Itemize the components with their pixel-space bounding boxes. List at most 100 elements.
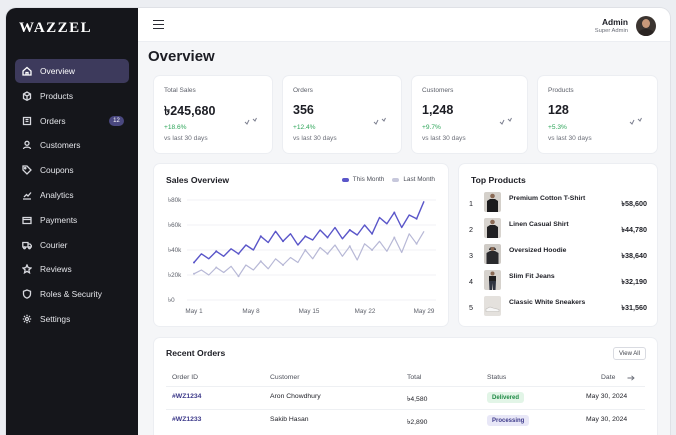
product-rank: 3 (469, 251, 473, 260)
sidebar-item-roles-security[interactable]: Roles & Security (15, 282, 129, 306)
x-tick-label: May 8 (242, 308, 260, 315)
product-rank: 2 (469, 225, 473, 234)
product-name: Classic White Sneakers (509, 299, 586, 306)
sidebar-item-label: Courier (40, 239, 68, 250)
product-name: Oversized Hoodie (509, 247, 567, 254)
column-header-customer[interactable]: Customer (270, 374, 300, 381)
sidebar-item-orders[interactable]: Orders 12 (15, 109, 129, 133)
y-tick-label: ৳80k (168, 197, 182, 204)
legend-item-last-month[interactable]: Last Month (392, 176, 435, 183)
stat-card-orders: Orders 356 +12.4% vs last 30 days (283, 76, 401, 153)
recent-orders-title: Recent Orders (166, 348, 226, 358)
box-icon (22, 91, 32, 101)
sidebar-item-label: Roles & Security (40, 289, 102, 300)
data-point (371, 232, 374, 235)
stat-value: 356 (293, 103, 314, 117)
sidebar-item-payments[interactable]: Payments (15, 208, 129, 232)
product-name: Linen Casual Shirt (509, 221, 569, 228)
sidebar-item-reviews[interactable]: Reviews (15, 257, 129, 281)
legend-label: This Month (352, 176, 385, 183)
gear-icon (22, 314, 32, 324)
product-row[interactable]: 1 Premium Cotton T-Shirt ৳58,600 (469, 192, 647, 214)
data-point (371, 249, 374, 251)
column-header-total[interactable]: Total (407, 374, 422, 381)
brand-logo[interactable]: WAZZEL (19, 20, 93, 36)
shield-icon (22, 289, 32, 300)
stat-label: Products (548, 87, 574, 94)
stat-card-customers: Customers 1,248 +9.7% vs last 30 days (412, 76, 527, 153)
order-customer: Aron Chowdhury (270, 393, 321, 400)
sidebar: WAZZEL Overview Products Orders 12 Custo… (6, 8, 138, 435)
x-tick-label: May 15 (299, 308, 320, 315)
data-point (193, 272, 195, 275)
sidebar-item-analytics[interactable]: Analytics (15, 183, 129, 207)
hamburger-menu-icon[interactable] (153, 20, 164, 29)
stat-sub: vs last 30 days (293, 135, 337, 142)
stat-change: +9.7% (422, 124, 441, 131)
recent-orders-card: Recent Orders View All Order ID Customer… (154, 338, 657, 435)
sort-arrow-icon[interactable] (627, 375, 635, 381)
order-id-link[interactable]: #WZ1234 (172, 393, 202, 400)
data-point (237, 252, 240, 255)
sparkline-icon (244, 117, 257, 125)
shirt-thumbnail (484, 218, 501, 238)
stat-sub: vs last 30 days (422, 135, 466, 142)
order-id-link[interactable]: #WZ1233 (172, 416, 202, 423)
series-line-last-month (193, 230, 425, 277)
avatar[interactable] (636, 16, 656, 36)
x-tick-label: May 29 (414, 308, 435, 315)
topbar: Admin Super Admin (138, 8, 670, 42)
legend-label: Last Month (403, 176, 435, 183)
star-icon (22, 264, 32, 275)
sidebar-item-label: Products (40, 90, 74, 101)
user-role: Super Admin (594, 28, 628, 34)
product-row[interactable]: 4 Slim Fit Jeans ৳32,190 (469, 270, 647, 292)
product-name: Premium Cotton T-Shirt (509, 195, 586, 202)
jeans-thumbnail (484, 270, 501, 290)
sidebar-item-customers[interactable]: Customers (15, 133, 129, 157)
view-all-button[interactable]: View All (613, 347, 646, 360)
legend-item-this-month[interactable]: This Month (341, 176, 385, 183)
product-price: ৳44,780 (621, 225, 647, 234)
product-row[interactable]: 5 Classic White Sneakers ৳31,560 (469, 296, 647, 318)
sidebar-item-label: Analytics (40, 189, 74, 200)
stat-value: ৳245,680 (164, 104, 216, 118)
data-point (259, 235, 262, 238)
data-point (415, 217, 418, 220)
product-row[interactable]: 2 Linen Casual Shirt ৳44,780 (469, 218, 647, 240)
data-point (215, 250, 218, 253)
chart-icon (22, 190, 32, 200)
product-row[interactable]: 3 Oversized Hoodie ৳38,640 (469, 244, 647, 266)
sidebar-item-label: Reviews (40, 264, 72, 275)
data-point (348, 245, 351, 248)
y-tick-label: ৳60k (168, 222, 182, 229)
chart-legend: This Month Last Month (334, 176, 435, 183)
top-products-title: Top Products (471, 175, 526, 185)
sidebar-item-coupons[interactable]: Coupons (15, 158, 129, 182)
column-header-status[interactable]: Status (487, 374, 507, 381)
column-header-order-id[interactable]: Order ID (172, 374, 199, 381)
tshirt-thumbnail (484, 192, 501, 212)
sidebar-item-courier[interactable]: Courier (15, 233, 129, 257)
sidebar-nav: Overview Products Orders 12 Customers Co… (15, 59, 129, 332)
data-point (393, 211, 396, 214)
hoodie-thumbnail (484, 244, 501, 264)
truck-icon (22, 240, 32, 250)
sidebar-item-label: Customers (40, 140, 81, 151)
sidebar-item-label: Overview (40, 66, 75, 76)
home-icon (22, 66, 32, 76)
sparkline-icon (373, 117, 386, 125)
tag-icon (22, 165, 32, 176)
sidebar-item-settings[interactable]: Settings (15, 307, 129, 331)
user-name[interactable]: Admin (601, 17, 628, 27)
sidebar-item-products[interactable]: Products (15, 84, 129, 108)
x-tick-label: May 22 (355, 308, 376, 315)
sidebar-item-overview[interactable]: Overview (15, 59, 129, 83)
column-header-date[interactable]: Date (601, 374, 616, 381)
data-point (326, 236, 329, 239)
sidebar-item-label: Coupons (40, 165, 74, 176)
data-point (348, 229, 351, 231)
y-tick-label: ৳40k (168, 247, 182, 254)
data-point (393, 236, 396, 239)
product-rank: 4 (469, 277, 473, 286)
